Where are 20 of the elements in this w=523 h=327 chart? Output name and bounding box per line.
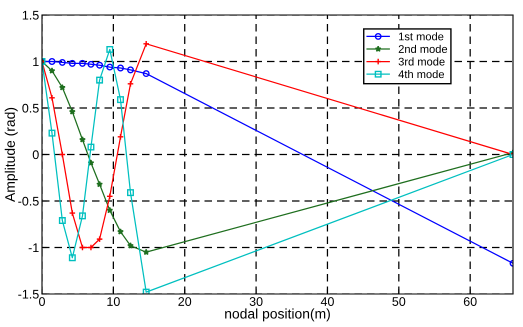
y-tick-label: -1.5: [18, 290, 39, 299]
y-tick-label: 1.5: [22, 10, 39, 20]
x-tick-label: 10: [107, 297, 120, 306]
x-tick-label: 60: [464, 297, 477, 306]
legend-label: 4th mode: [398, 70, 444, 78]
x-tick-label: 20: [178, 297, 192, 306]
legend-label: 2nd mode: [398, 44, 448, 53]
x-tick-label: 50: [392, 297, 406, 306]
x-tick-label: 40: [320, 297, 334, 306]
y-tick-label: 1: [33, 57, 39, 66]
legend-label: 3rd mode: [398, 57, 445, 66]
y-tick-label: 0.5: [22, 104, 39, 113]
y-axis-title: Amplitude (rad): [4, 108, 18, 202]
legend-label: 1st mode: [399, 32, 444, 40]
y-tick-label: -0.5: [18, 196, 39, 206]
x-axis-title: nodal position(m): [225, 308, 330, 322]
x-tick-label: 0: [39, 297, 45, 306]
x-tick-label: 30: [250, 297, 263, 306]
y-tick-label: -1: [28, 243, 39, 252]
y-tick-label: 0: [32, 150, 39, 160]
